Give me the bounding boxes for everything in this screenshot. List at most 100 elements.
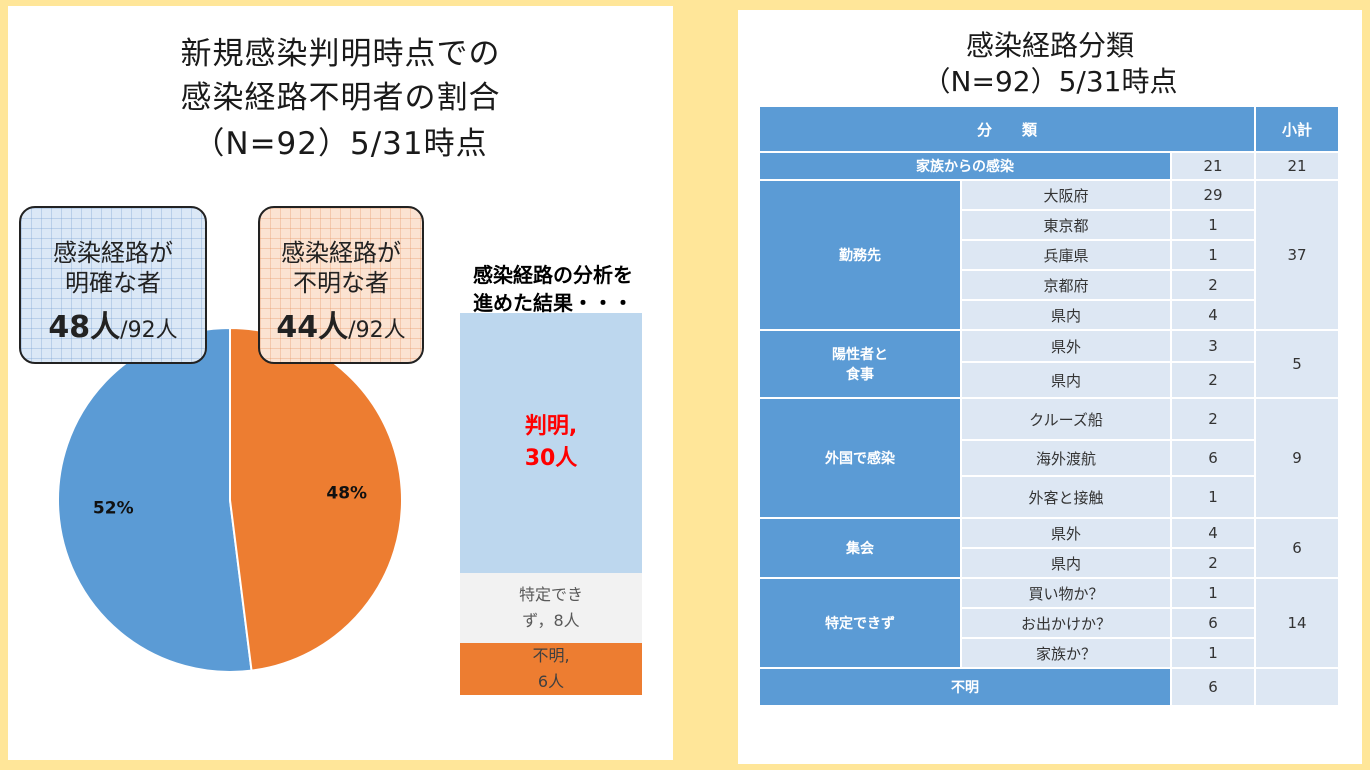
count-cell: 2 [1170,547,1256,579]
callout-clear-line1: 感染経路が [53,239,173,267]
count-cell: 4 [1170,517,1256,549]
category-line: 外国で感染 [825,451,895,467]
subcategory-cell: 兵庫県 [960,239,1172,271]
subcategory-cell: 東京都 [960,209,1172,241]
subcategory-cell: 県内 [960,361,1172,399]
table-row: 外客と接触 1 [759,475,1339,519]
table-row: 集会 県外 4 6 [758,517,1340,579]
category-line: 食事 [846,367,874,383]
count-cell: 1 [1170,475,1256,519]
count-cell: 2 [1170,269,1256,301]
bar-segment-0: 判明, 30人 [460,313,642,574]
header-subtotal: 小計 [1254,105,1340,153]
subtotal-cell: 6 [1254,517,1340,579]
count-cell: 6 [1170,439,1256,477]
table-row: お出かけか？ 6 [759,607,1339,639]
chart-title-line-1: 新規感染判明時点での [180,36,501,72]
count-cell: 21 [1170,151,1256,181]
table-title-line-1: 感染経路分類 [965,29,1134,62]
analysis-label-line1: 感染経路の分析を [473,263,633,287]
count-cell: 3 [1170,329,1256,363]
table-row: 家族からの感染 21 21 [758,151,1340,181]
subtotal-cell: 9 [1254,397,1340,519]
route-classification-table: 分 類 小計 家族からの感染 21 21 勤務先 大阪府 29 37 東京都 1 兵庫県 1 京都府 2… [758,105,1340,707]
subcategory-cell: 県内 [960,299,1172,331]
chart-title-line-3: （N=92）5/31時点 [193,126,488,162]
pie-slice-0 [57,326,253,673]
table-row: 家族か？ 1 [759,637,1339,669]
subtotal-cell: 37 [1254,179,1340,331]
table-row: 県内 2 [759,547,1339,579]
table-row: 県内 4 [759,299,1339,331]
analysis-label-line2: 進めた結果・・・ [473,291,633,315]
pie-slice-label-0: 52% [93,498,134,518]
left-chart-panel: 新規感染判明時点での 感染経路不明者の割合 （N=92）5/31時点 52% 48… [8,6,673,760]
callout-unclear-line2: 不明な者 [293,269,389,297]
subcategory-cell: 県外 [960,329,1172,363]
subcategory-cell: 大阪府 [960,179,1172,211]
count-cell: 29 [1170,179,1256,211]
callout-unclear-total: /92人 [348,318,406,343]
bar-segment-label-1-line-1: ず，8人 [522,611,580,631]
subcategory-cell: 海外渡航 [960,439,1172,477]
bar-segment-label-0-line-0: 判明, [524,414,578,440]
pie-slice-1 [229,326,404,672]
table-title-line-2: （N=92）5/31時点 [922,65,1178,98]
table-row: 県内 2 [759,361,1339,399]
subcategory-cell: 県内 [960,547,1172,579]
subtotal-cell: 5 [1254,329,1340,399]
count-cell: 1 [1170,209,1256,241]
subcategory-cell: クルーズ船 [960,397,1172,441]
subcategory-cell: お出かけか？ [960,607,1172,639]
subtotal-cell: 14 [1254,577,1340,669]
bar-segment-label-2: 不明, 6人 [460,643,642,695]
category-line: 集会 [846,541,874,557]
pie-chart: 52% 48% [57,326,404,673]
count-cell: 4 [1170,299,1256,331]
category-cell: 集会 [758,517,962,579]
header-category: 分 類 [758,105,1256,153]
category-cell: 不明 [758,667,1172,707]
category-cell: 家族からの感染 [758,151,1172,181]
category-cell: 特定できず [758,577,962,669]
callout-unclear-count: 44人 [276,310,349,345]
subcategory-cell: 京都府 [960,269,1172,301]
callout-clear-line2: 明確な者 [65,269,161,297]
table-row: 海外渡航 6 [759,439,1339,477]
category-line: 勤務先 [839,248,881,264]
table-row: 陽性者と 食事 県外 3 5 [758,329,1340,399]
chart-title-line-2: 感染経路不明者の割合 [180,80,501,116]
table-row: 勤務先 大阪府 29 37 [758,179,1340,331]
callout-unclear-route: 感染経路が 不明な者 44人/92人 [258,206,424,364]
count-cell: 1 [1170,239,1256,271]
bar-segment-label-1-line-0: 特定でき [518,585,583,605]
bar-segment-1: 特定できず，8人 [460,573,642,643]
category-cell: 陽性者と 食事 [758,329,962,399]
category-cell: 外国で感染 [758,397,962,519]
count-cell: 2 [1170,397,1256,441]
table-row: 東京都 1 [759,209,1339,241]
bar-segment-label-1: 特定できず，8人 [460,582,642,634]
table-row: 兵庫県 1 [759,239,1339,271]
bar-segment-label-0-line-1: 30人 [524,446,578,472]
callout-clear-count-row: 48人/92人 [21,302,205,346]
subcategory-cell: 外客と接触 [960,475,1172,519]
category-cell: 勤務先 [758,179,962,331]
table-row: 不明 6 [758,667,1340,707]
count-cell: 1 [1170,637,1256,669]
pie-slice-label-1: 48% [326,484,367,504]
bar-segment-2: 不明, 6人 [460,642,642,695]
subcategory-cell: 家族か？ [960,637,1172,669]
analysis-label: 感染経路の分析を 進めた結果・・・ [473,261,673,317]
subcategory-cell: 買い物か？ [960,577,1172,609]
callout-clear-total: /92人 [120,318,178,343]
table-row: 京都府 2 [759,269,1339,301]
bar-segment-label-2-line-0: 不明, [532,645,570,665]
subtotal-cell [1254,667,1340,707]
count-cell: 6 [1170,607,1256,639]
right-table-panel: 感染経路分類 （N=92）5/31時点 分 類 小計 家族からの感染 21 21 勤務… [738,10,1362,764]
callout-clear-route: 感染経路が 明確な者 48人/92人 [19,206,207,364]
bar-segment-label-0: 判明, 30人 [460,411,642,475]
count-cell: 1 [1170,577,1256,609]
table-row: 特定できず 買い物か？ 1 14 [758,577,1340,669]
